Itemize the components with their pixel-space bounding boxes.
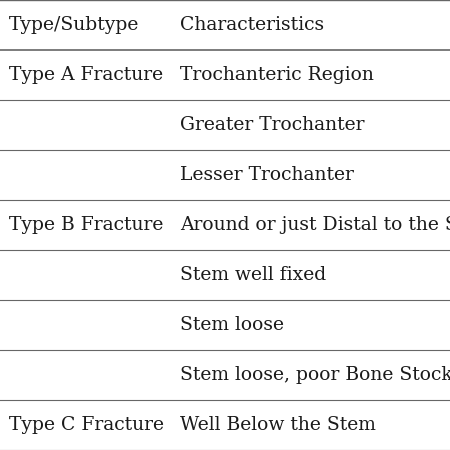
Text: Characteristics: Characteristics (180, 16, 324, 34)
Text: Lesser Trochanter: Lesser Trochanter (180, 166, 354, 184)
Text: Stem loose, poor Bone Stock: Stem loose, poor Bone Stock (180, 366, 450, 384)
Text: Type B Fracture: Type B Fracture (9, 216, 163, 234)
Text: Stem loose: Stem loose (180, 316, 284, 334)
Text: Greater Trochanter: Greater Trochanter (180, 116, 364, 134)
Text: Trochanteric Region: Trochanteric Region (180, 66, 374, 84)
Text: Type A Fracture: Type A Fracture (9, 66, 163, 84)
Text: Around or just Distal to the Stem: Around or just Distal to the Stem (180, 216, 450, 234)
Text: Type/Subtype: Type/Subtype (9, 16, 140, 34)
Text: Type C Fracture: Type C Fracture (9, 416, 164, 434)
Text: Stem well fixed: Stem well fixed (180, 266, 326, 284)
Text: Well Below the Stem: Well Below the Stem (180, 416, 376, 434)
